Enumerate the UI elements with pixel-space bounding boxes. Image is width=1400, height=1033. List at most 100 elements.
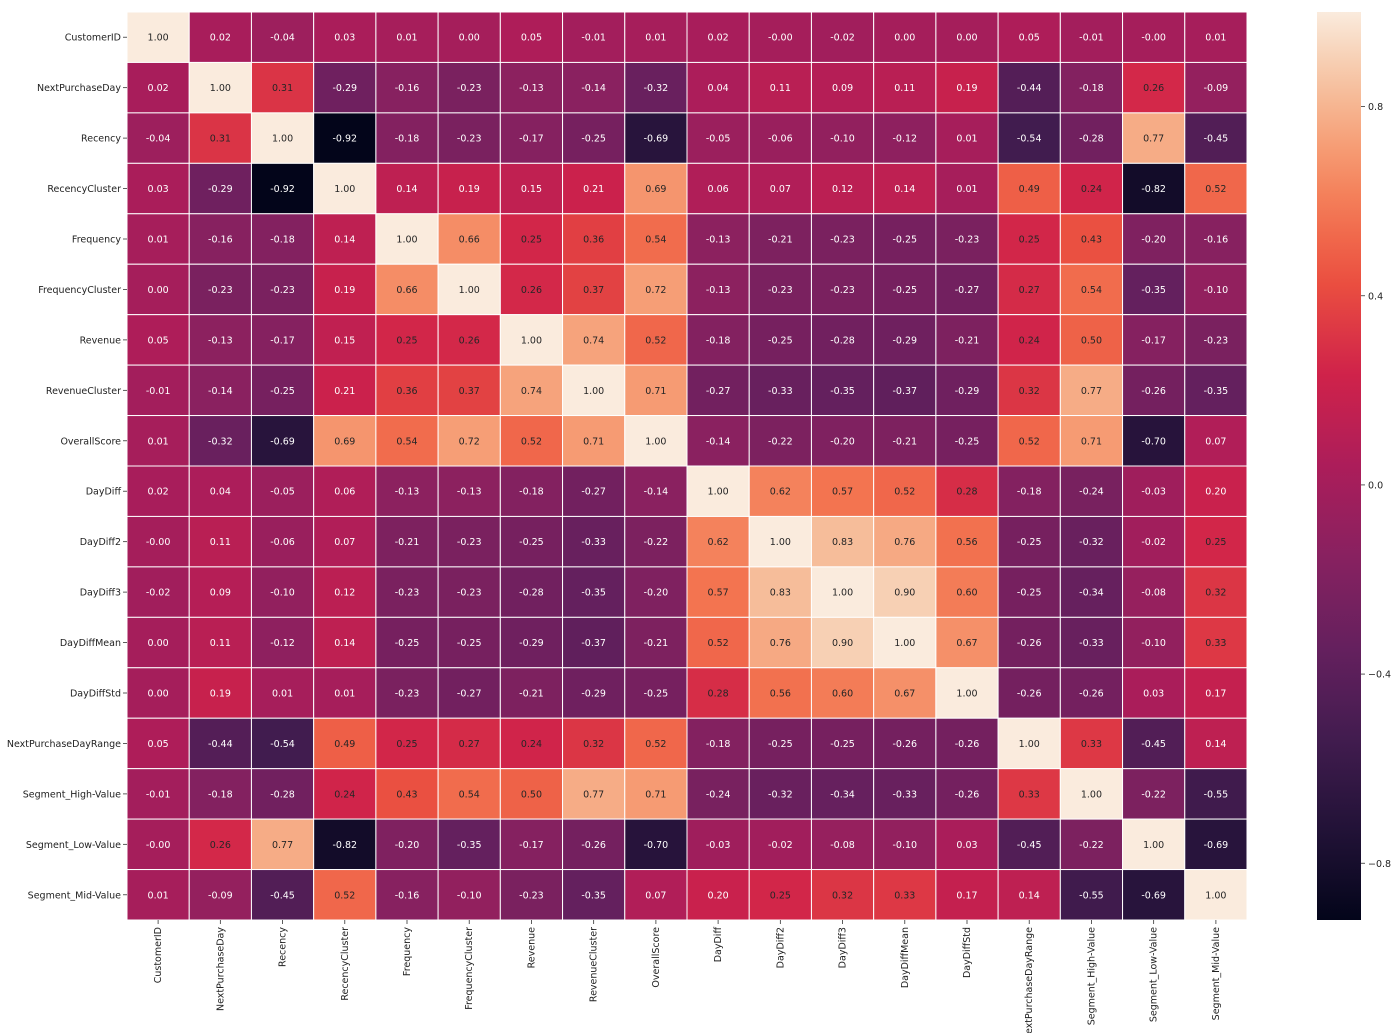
cell-value-label: 0.36 <box>583 235 604 246</box>
cell-value-label: 0.05 <box>521 33 542 44</box>
cell-value-label: 0.32 <box>1205 588 1226 599</box>
cell-value-label: 0.24 <box>1019 335 1040 346</box>
cell-value-label: -0.18 <box>1079 83 1104 94</box>
heatmap-cell <box>1184 566 1248 618</box>
heatmap-cell <box>126 415 190 467</box>
cell-value-label: 0.07 <box>645 890 666 901</box>
cell-value-label: 0.00 <box>148 638 169 649</box>
heatmap-cell <box>624 515 688 568</box>
heatmap-cell <box>1059 616 1124 669</box>
cell-value-label: -0.01 <box>581 33 606 44</box>
cell-value-label: -0.35 <box>581 588 606 599</box>
cell-value-label: 0.90 <box>832 638 853 649</box>
cell-value-label: -0.05 <box>706 134 731 145</box>
heatmap-cell <box>1059 465 1124 517</box>
heatmap-cell <box>624 616 688 669</box>
heatmap-cell <box>624 112 688 164</box>
cell-value-label: -0.20 <box>1141 235 1166 246</box>
cell-value-label: -0.69 <box>1141 890 1166 901</box>
cell-value-label: 0.27 <box>459 739 480 750</box>
cell-value-label: 1.00 <box>1019 739 1040 750</box>
heatmap-cell <box>188 616 252 669</box>
heatmap-cell <box>748 768 812 820</box>
cell-value-label: -0.35 <box>830 386 855 397</box>
cell-value-label: -0.14 <box>208 386 233 397</box>
cell-value-label: -0.16 <box>1204 235 1229 246</box>
cell-value-label: 0.54 <box>396 436 417 447</box>
cell-value-label: -0.10 <box>457 890 482 901</box>
y-tick-label: Segment_Low-Value <box>26 840 121 851</box>
heatmap-cell <box>873 213 937 265</box>
cell-value-label: 0.67 <box>956 638 977 649</box>
cell-value-label: -0.09 <box>208 890 233 901</box>
cell-value-label: 1.00 <box>396 235 417 246</box>
heatmap-cell <box>375 667 439 719</box>
cell-value-label: 0.28 <box>956 487 977 498</box>
heatmap-cell <box>1122 869 1186 921</box>
heatmap-cell <box>748 314 812 366</box>
cell-value-label: 0.71 <box>645 789 666 800</box>
cell-value-label: 0.24 <box>521 739 542 750</box>
heatmap-cell <box>437 616 501 669</box>
heatmap-cell <box>126 667 190 719</box>
heatmap-cell <box>562 364 626 417</box>
cell-value-label: 0.01 <box>956 184 977 195</box>
cell-value-label: 0.20 <box>708 890 729 901</box>
heatmap-cell <box>1059 515 1124 568</box>
cell-value-label: 1.00 <box>210 83 231 94</box>
cell-value-label: -0.25 <box>395 638 420 649</box>
cell-value-label: -0.23 <box>1204 335 1229 346</box>
heatmap-cell <box>1184 818 1248 871</box>
heatmap-cell <box>624 869 688 921</box>
cell-value-label: 0.00 <box>459 33 480 44</box>
heatmap-cell <box>562 415 626 467</box>
cell-value-label: -0.17 <box>519 840 544 851</box>
cell-value-label: -0.25 <box>644 689 669 700</box>
heatmap-cell <box>748 667 812 719</box>
colorbar-tick-label: −0.4 <box>1368 670 1391 681</box>
cell-value-label: -0.21 <box>892 436 917 447</box>
heatmap-cell <box>997 768 1061 820</box>
cell-value-label: -0.10 <box>1204 285 1229 296</box>
cell-value-label: 1.00 <box>521 335 542 346</box>
heatmap-cell <box>810 818 875 871</box>
cell-value-label: -0.17 <box>270 335 295 346</box>
heatmap-cell <box>126 616 190 669</box>
cell-value-label: 0.52 <box>708 638 729 649</box>
heatmap-cell <box>810 717 875 770</box>
heatmap-cell <box>499 162 564 215</box>
x-tick-label: OverallScore <box>651 927 662 988</box>
cell-value-label: -0.29 <box>208 184 233 195</box>
cell-value-label: 0.26 <box>459 335 480 346</box>
cell-value-label: 0.01 <box>148 235 169 246</box>
cell-value-label: 0.31 <box>210 134 231 145</box>
cell-value-label: -0.20 <box>395 840 420 851</box>
cell-value-label: 0.54 <box>459 789 480 800</box>
heatmap-cell <box>188 515 252 568</box>
x-tick-label: DayDiffMean <box>900 927 911 988</box>
heatmap-cell <box>313 213 377 265</box>
heatmap-cell <box>810 162 875 215</box>
cell-value-label: -0.26 <box>1017 689 1042 700</box>
cell-value-label: 0.56 <box>770 689 791 700</box>
x-tick-label: RevenueCluster <box>589 927 600 1002</box>
cell-value-label: -0.32 <box>768 789 793 800</box>
heatmap-cell <box>188 61 252 114</box>
heatmap-cell <box>686 616 750 669</box>
y-tick-label: RevenueCluster <box>46 386 121 397</box>
cell-value-label: -0.29 <box>519 638 544 649</box>
heatmap-cell <box>686 415 750 467</box>
heatmap-cell <box>686 465 750 517</box>
cell-value-label: -0.29 <box>581 689 606 700</box>
cell-value-label: 0.24 <box>1081 184 1102 195</box>
heatmap-cell <box>1122 112 1186 164</box>
heatmap-cell <box>313 314 377 366</box>
heatmap-cell <box>873 314 937 366</box>
cell-value-label: 0.69 <box>334 436 355 447</box>
heatmap-cell <box>1059 566 1124 618</box>
cell-value-label: 0.72 <box>645 285 666 296</box>
cell-value-label: -0.09 <box>1204 83 1229 94</box>
cell-value-label: -0.25 <box>768 739 793 750</box>
cell-value-label: 0.04 <box>210 487 231 498</box>
heatmap-cell <box>188 162 252 215</box>
